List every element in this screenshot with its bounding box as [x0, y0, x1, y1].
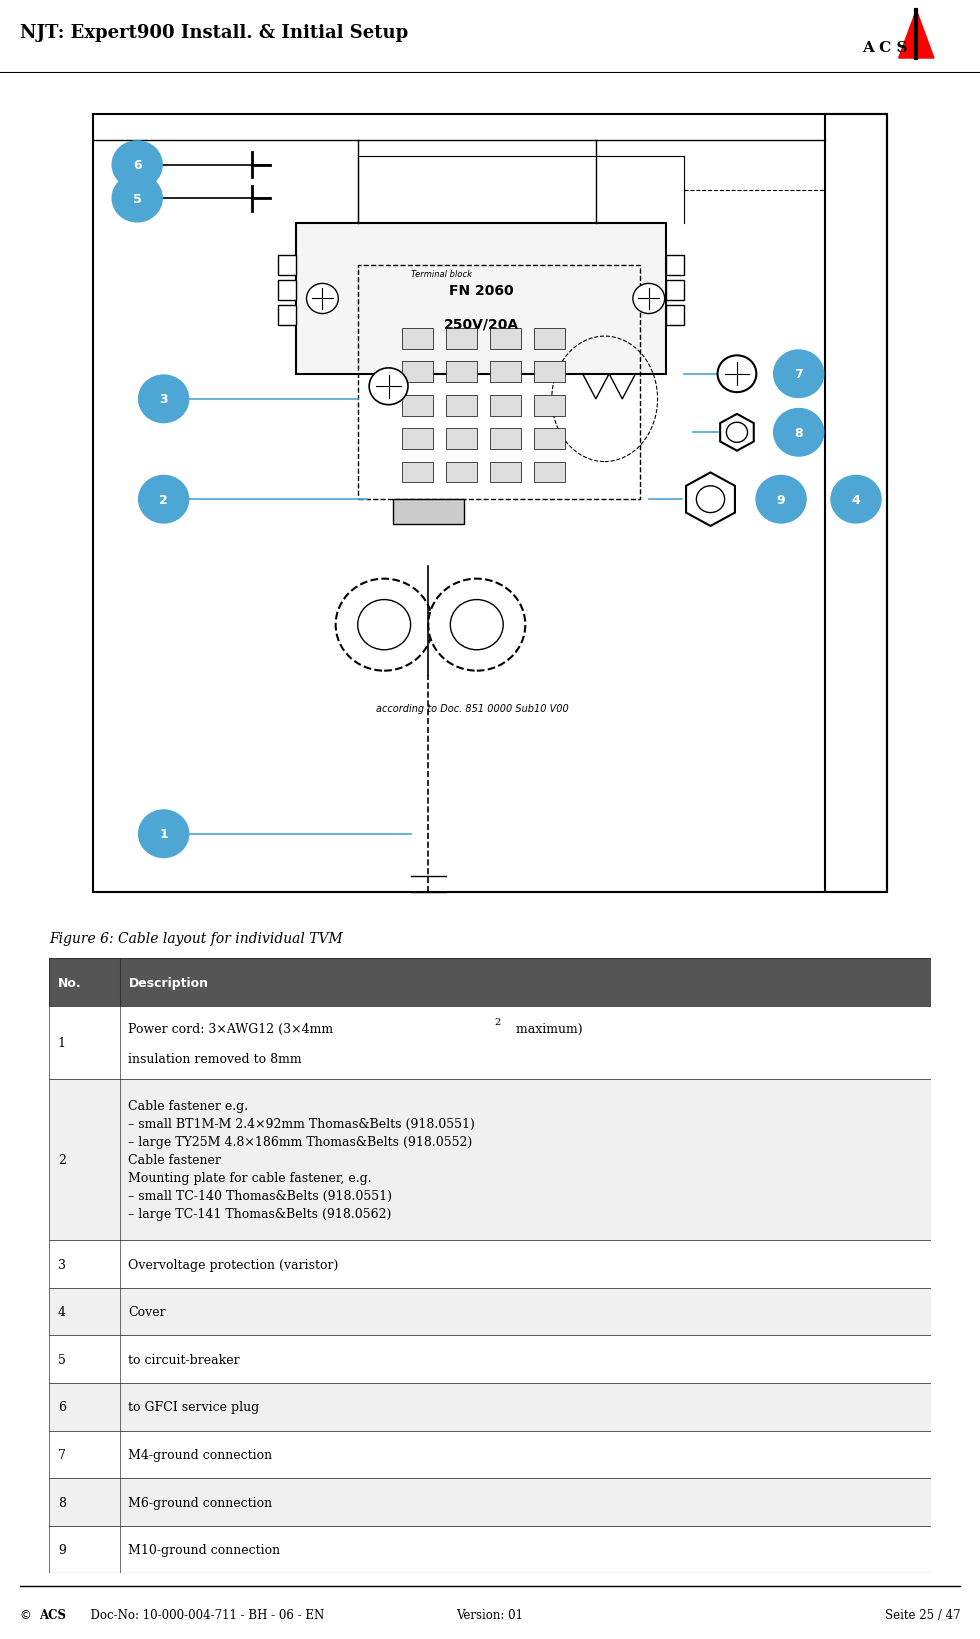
Text: 2: 2 [495, 1018, 501, 1026]
Circle shape [774, 351, 823, 398]
Circle shape [335, 579, 433, 672]
Text: according to Doc. 851 0000 Sub10 V00: according to Doc. 851 0000 Sub10 V00 [376, 703, 568, 715]
Circle shape [139, 477, 188, 523]
Bar [446, 328, 477, 349]
Circle shape [369, 369, 408, 405]
Bar [446, 462, 477, 484]
Bar [534, 429, 565, 449]
Text: Seite 25 / 47: Seite 25 / 47 [885, 1608, 960, 1621]
Polygon shape [720, 415, 754, 451]
Circle shape [113, 143, 162, 188]
Bar [490, 328, 521, 349]
Polygon shape [686, 474, 735, 526]
Text: M4-ground connection: M4-ground connection [128, 1447, 272, 1460]
Bar [490, 462, 521, 484]
Text: Power cord: 3×AWG12 (3×4mm: Power cord: 3×AWG12 (3×4mm [128, 1023, 333, 1034]
FancyBboxPatch shape [49, 959, 931, 1006]
Text: 9: 9 [777, 493, 785, 506]
Bar [402, 328, 433, 349]
Text: 7: 7 [58, 1447, 66, 1460]
Text: Cable fastener e.g.
– small BT1M-M 2.4×92mm Thomas&Belts (918.0551)
– large TY25: Cable fastener e.g. – small BT1M-M 2.4×9… [128, 1100, 475, 1221]
Bar [534, 462, 565, 484]
Circle shape [113, 175, 162, 223]
FancyBboxPatch shape [49, 1080, 931, 1241]
Text: to circuit-breaker: to circuit-breaker [128, 1352, 240, 1365]
Bar [393, 500, 464, 524]
Bar [278, 280, 296, 302]
Text: 6: 6 [133, 159, 141, 172]
Bar [666, 306, 684, 326]
Bar [278, 256, 296, 275]
Text: 7: 7 [795, 369, 803, 380]
Circle shape [139, 377, 188, 423]
Circle shape [774, 410, 823, 456]
FancyBboxPatch shape [49, 1336, 931, 1383]
Bar [534, 328, 565, 349]
Text: Description: Description [128, 977, 209, 988]
Bar [490, 429, 521, 449]
Text: FN 2060: FN 2060 [449, 284, 514, 298]
FancyBboxPatch shape [49, 1478, 931, 1526]
Text: Overvoltage protection (varistor): Overvoltage protection (varistor) [128, 1257, 339, 1270]
Circle shape [726, 423, 748, 443]
Text: 4: 4 [852, 493, 860, 506]
Text: 3: 3 [58, 1257, 66, 1270]
Bar [296, 225, 666, 375]
Text: 5: 5 [133, 192, 141, 205]
Text: No.: No. [58, 977, 81, 988]
Text: 8: 8 [795, 426, 803, 439]
Text: insulation removed to 8mm: insulation removed to 8mm [128, 1052, 302, 1065]
Circle shape [757, 477, 806, 523]
Bar [278, 306, 296, 326]
Text: Version: 01: Version: 01 [457, 1608, 523, 1621]
Circle shape [697, 487, 724, 513]
Text: to GFCI service plug: to GFCI service plug [128, 1400, 260, 1413]
Bar [666, 280, 684, 302]
Text: 3: 3 [160, 393, 168, 406]
Text: Doc-No: 10-000-004-711 - BH - 06 - EN: Doc-No: 10-000-004-711 - BH - 06 - EN [83, 1608, 324, 1621]
Circle shape [307, 284, 338, 315]
Bar [358, 266, 640, 500]
Bar [825, 115, 887, 893]
FancyBboxPatch shape [49, 1241, 931, 1288]
FancyBboxPatch shape [49, 1526, 931, 1573]
FancyBboxPatch shape [49, 1288, 931, 1336]
FancyBboxPatch shape [49, 1383, 931, 1431]
FancyBboxPatch shape [49, 1006, 931, 1080]
Text: 2: 2 [160, 493, 168, 506]
Circle shape [139, 811, 188, 857]
Bar [534, 395, 565, 416]
Bar [446, 362, 477, 384]
Text: A C S: A C S [862, 41, 907, 56]
Bar [402, 462, 433, 484]
Circle shape [717, 356, 757, 393]
Bar [534, 362, 565, 384]
Circle shape [451, 600, 504, 651]
Text: Figure 6: Cable layout for individual TVM: Figure 6: Cable layout for individual TV… [49, 931, 343, 946]
Bar [402, 362, 433, 384]
Bar [490, 395, 521, 416]
Text: M6-ground connection: M6-ground connection [128, 1496, 272, 1508]
Bar [402, 395, 433, 416]
FancyBboxPatch shape [49, 1431, 931, 1478]
Text: 250V/20A: 250V/20A [444, 318, 518, 331]
Bar [490, 362, 521, 384]
Circle shape [633, 284, 664, 315]
Text: 4: 4 [58, 1305, 66, 1318]
Bar [446, 395, 477, 416]
Text: ©: © [20, 1608, 35, 1621]
Text: 5: 5 [58, 1352, 66, 1365]
Text: maximum): maximum) [513, 1023, 583, 1034]
Bar [446, 429, 477, 449]
Text: 6: 6 [58, 1400, 66, 1413]
Text: 9: 9 [58, 1544, 66, 1555]
Bar [666, 256, 684, 275]
Text: ACS: ACS [39, 1608, 67, 1621]
Circle shape [358, 600, 411, 651]
Text: 8: 8 [58, 1496, 66, 1508]
Text: 2: 2 [58, 1154, 66, 1167]
Text: 1: 1 [160, 828, 168, 841]
Text: M10-ground connection: M10-ground connection [128, 1544, 280, 1555]
Bar [402, 429, 433, 449]
Polygon shape [899, 11, 934, 59]
